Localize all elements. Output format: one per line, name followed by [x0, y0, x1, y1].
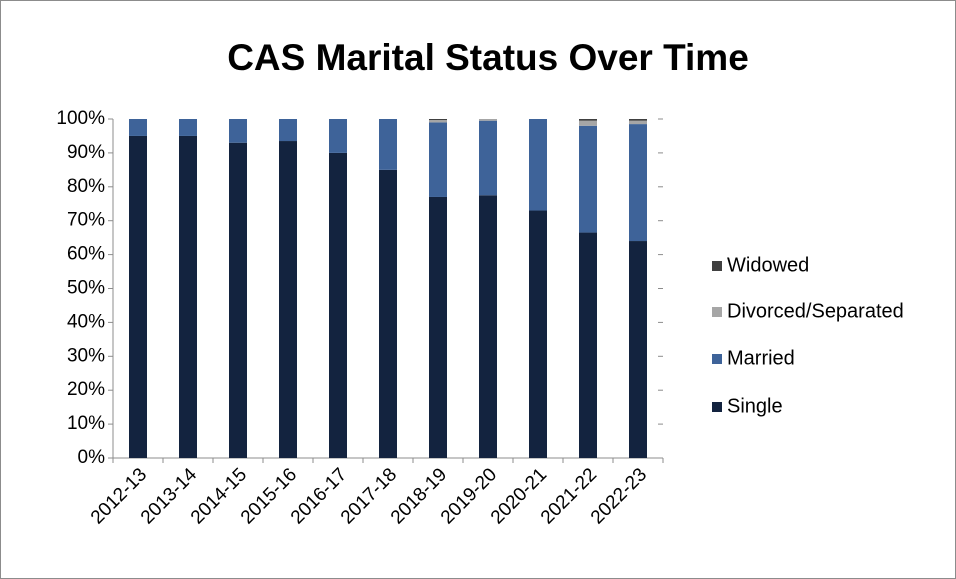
bar-segment [579, 232, 597, 458]
bar-segment [479, 120, 497, 196]
bar-segment [229, 142, 247, 459]
bar-segment [629, 124, 647, 242]
y-tick-label: 10% [67, 413, 105, 434]
bar-segment [429, 120, 447, 123]
y-tick-label: 70% [67, 210, 105, 231]
bar-segment [279, 119, 297, 142]
bar-segment [129, 119, 147, 136]
bar-segment [579, 125, 597, 233]
y-tick-label: 60% [67, 244, 105, 265]
bar-segment [479, 119, 497, 121]
bar-segment [479, 195, 497, 458]
bar-segment [579, 120, 597, 126]
bar-segment [379, 119, 397, 170]
bar-segment [629, 120, 647, 125]
bar-segment [629, 241, 647, 458]
chart-title: CAS Marital Status Over Time [227, 37, 749, 78]
bar-segment [429, 122, 447, 197]
legend-swatch [712, 307, 722, 317]
y-tick-label: 0% [78, 447, 106, 468]
bar-segment [529, 210, 547, 458]
y-tick-label: 100% [56, 108, 105, 129]
bar-segment [229, 119, 247, 143]
bar-segment [429, 119, 447, 121]
bar-segment [529, 119, 547, 211]
bar-segment [429, 196, 447, 458]
legend-label: Divorced/Separated [727, 300, 904, 322]
y-tick-label: 20% [67, 379, 105, 400]
bar-segment [329, 152, 347, 458]
legend-swatch [712, 354, 722, 364]
legend-swatch [712, 402, 722, 412]
legend-label: Married [727, 347, 795, 369]
y-tick-label: 30% [67, 345, 105, 366]
bar-segment [279, 141, 297, 458]
bar-segment [329, 119, 347, 153]
legend-label: Single [727, 395, 783, 417]
y-tick-label: 50% [67, 278, 105, 299]
y-tick-label: 90% [67, 142, 105, 163]
y-tick-label: 40% [67, 311, 105, 332]
bar-segment [629, 119, 647, 121]
bar-segment [379, 169, 397, 458]
legend-swatch [712, 261, 722, 271]
bar-segment [129, 135, 147, 458]
bar-segment [179, 135, 197, 458]
legend-label: Widowed [727, 254, 809, 276]
bar-segment [579, 119, 597, 121]
bar-segment [179, 119, 197, 136]
y-tick-label: 80% [67, 176, 105, 197]
